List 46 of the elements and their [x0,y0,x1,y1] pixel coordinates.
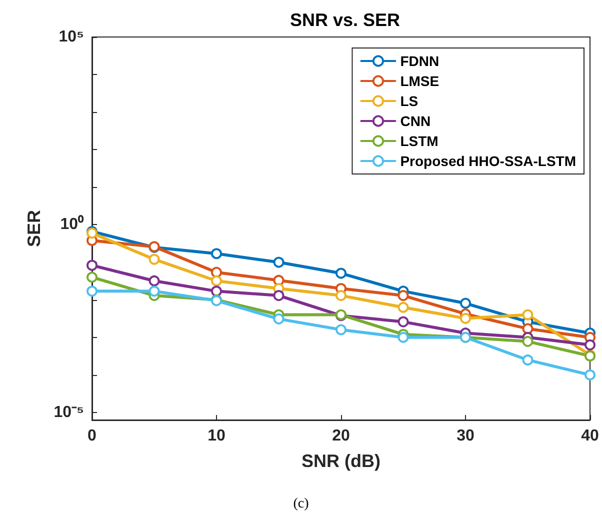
point [148,254,160,265]
legend-label: LMSE [400,73,440,89]
legend-label: LS [400,93,418,109]
point [336,268,346,279]
point [522,323,534,334]
point [522,309,534,320]
legend-label: Proposed HHO-SSA-LSTM [400,153,576,169]
point [398,302,409,313]
chart-title: SNR vs. SER [290,10,400,30]
point [336,324,346,336]
point [336,290,346,302]
legend-label: FDNN [400,53,440,69]
legend-label: CNN [400,113,431,129]
point [211,266,222,278]
point [273,313,284,324]
point [211,286,222,297]
point [584,369,596,380]
text: (c) [293,496,310,512]
point [460,298,471,309]
point [460,312,471,324]
point [398,332,409,343]
point [148,286,160,297]
x-tick-label: 40 [581,428,599,444]
x-axis-title: SNR (dB) [302,451,380,471]
x-tick-label: 10 [208,428,226,444]
point [86,260,98,271]
point [522,354,534,366]
point [273,256,284,268]
y-tick-label: 10⁰ [60,215,84,234]
point [148,275,160,286]
y-axis-title: SER [24,210,44,248]
point [398,316,409,328]
point [86,272,98,283]
point [273,290,284,302]
point [86,286,98,297]
point [522,336,534,347]
point [584,339,596,350]
y-tick-label: 10⁵ [58,28,84,46]
legend-label: LSTM [400,133,438,149]
point [211,275,222,286]
x-tick-label: 20 [332,428,350,444]
x-tick-label: 0 [88,428,97,444]
point [211,248,222,260]
point [398,290,409,302]
x-tick-label: 30 [456,428,474,444]
y-tick-label: 10⁻⁵ [54,404,84,421]
